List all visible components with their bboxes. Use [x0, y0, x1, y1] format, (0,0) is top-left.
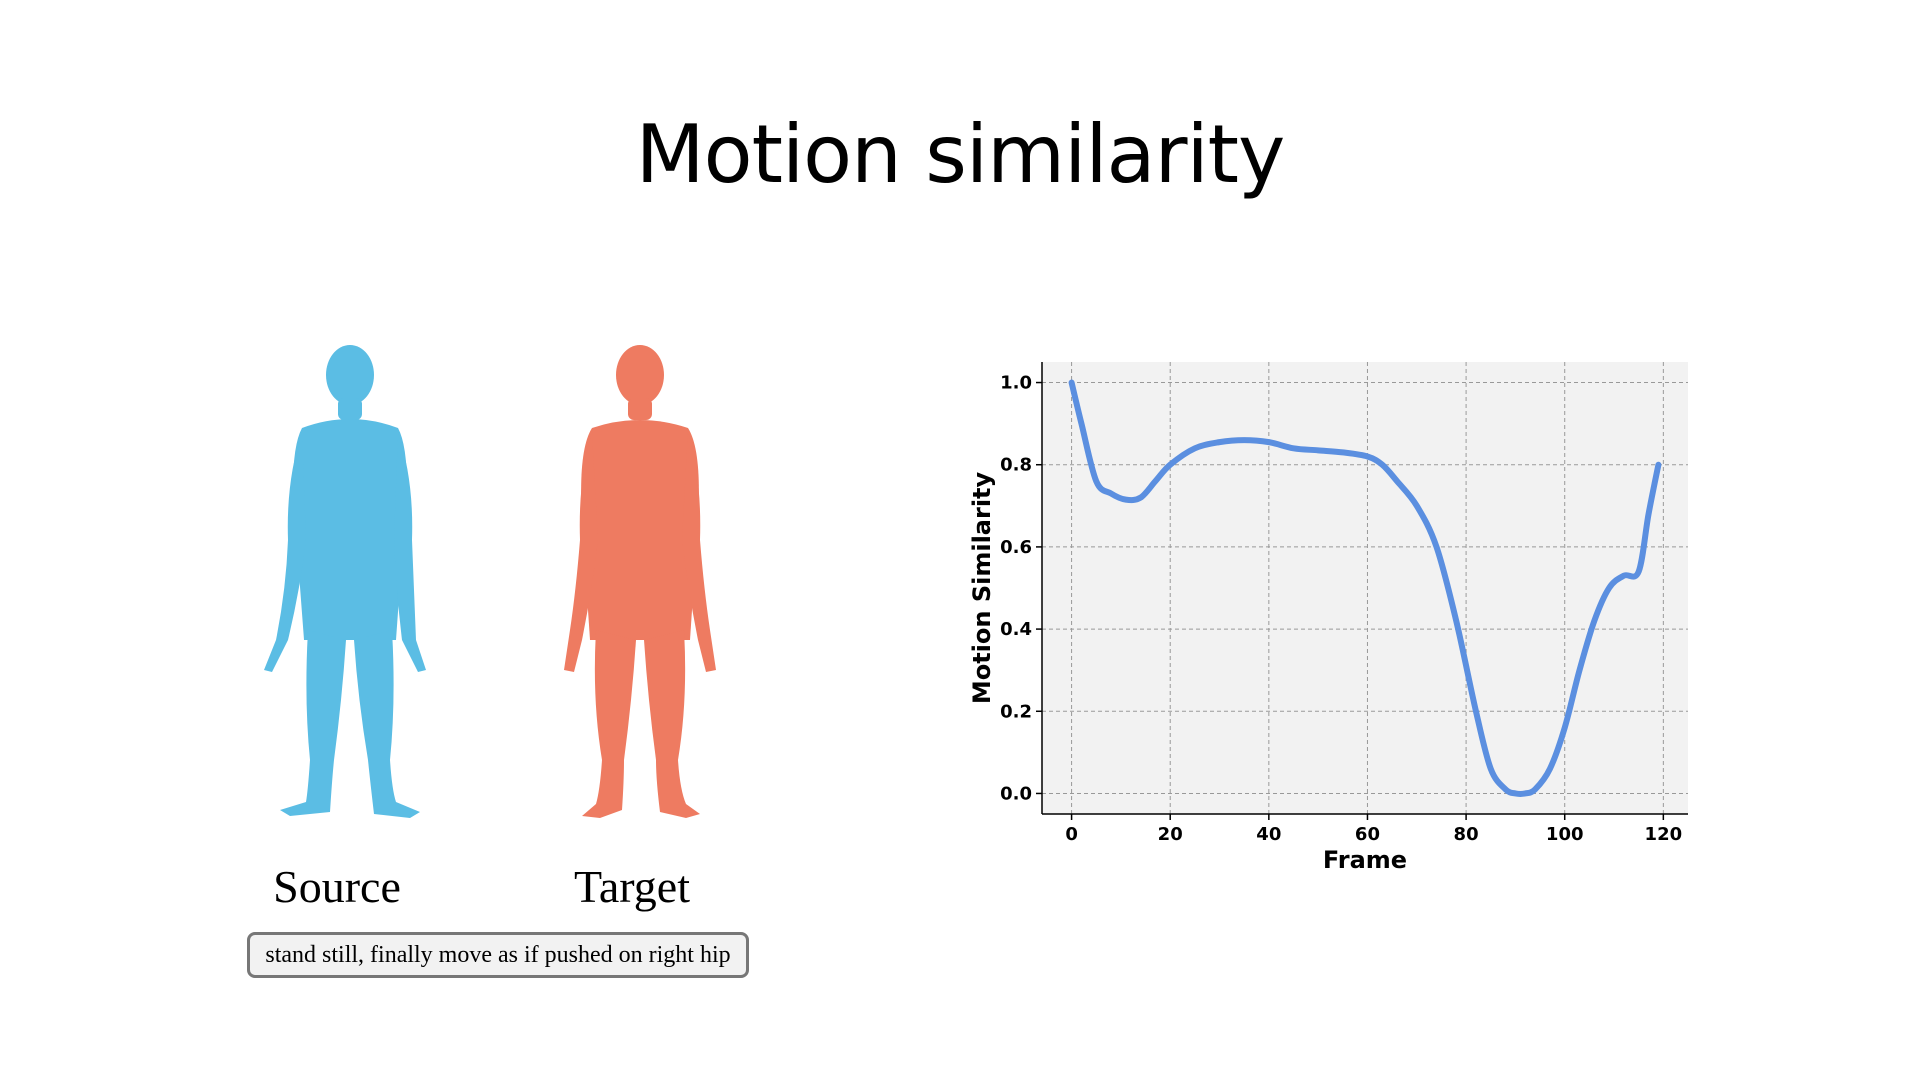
- y-axis-title: Motion Similarity: [968, 471, 996, 704]
- x-tick-label: 40: [1256, 824, 1281, 845]
- y-tick-label: 0.8: [1000, 455, 1032, 476]
- y-tick-label: 0.4: [1000, 619, 1032, 640]
- x-tick-label: 100: [1546, 824, 1584, 845]
- x-tick-label: 20: [1158, 824, 1183, 845]
- motion-caption-text: stand still, finally move as if pushed o…: [265, 941, 731, 968]
- similarity-chart-svg: 0 20 40 60 80 100 120 0.0 0.2 0.4 0.6 0.8 1.0 Frame Mo…: [968, 362, 1688, 874]
- y-tick-label: 0.6: [1000, 537, 1032, 558]
- source-label: Source: [273, 861, 401, 912]
- x-tick-label: 60: [1355, 824, 1380, 845]
- target-label: Target: [574, 861, 690, 912]
- similarity-chart: 0 20 40 60 80 100 120 0.0 0.2 0.4 0.6 0.8 1.0 Frame Mo…: [960, 340, 1700, 880]
- similarity-series-line: [1068, 379, 1662, 797]
- source-body-figure: [264, 345, 426, 818]
- target-body-figure: [564, 345, 716, 818]
- figures-panel: [230, 340, 790, 840]
- slide-title: Motion similarity: [635, 108, 1286, 201]
- y-tick-label: 0.2: [1000, 701, 1032, 722]
- x-axis-title: Frame: [1323, 846, 1407, 874]
- x-tick-label: 120: [1645, 824, 1683, 845]
- y-tick-label: 0.0: [1000, 783, 1032, 804]
- motion-caption-box: stand still, finally move as if pushed o…: [247, 932, 749, 978]
- y-tick-label: 1.0: [1000, 373, 1032, 394]
- x-tick-label: 0: [1065, 824, 1078, 845]
- x-tick-label: 80: [1454, 824, 1479, 845]
- plot-background: [1042, 362, 1688, 814]
